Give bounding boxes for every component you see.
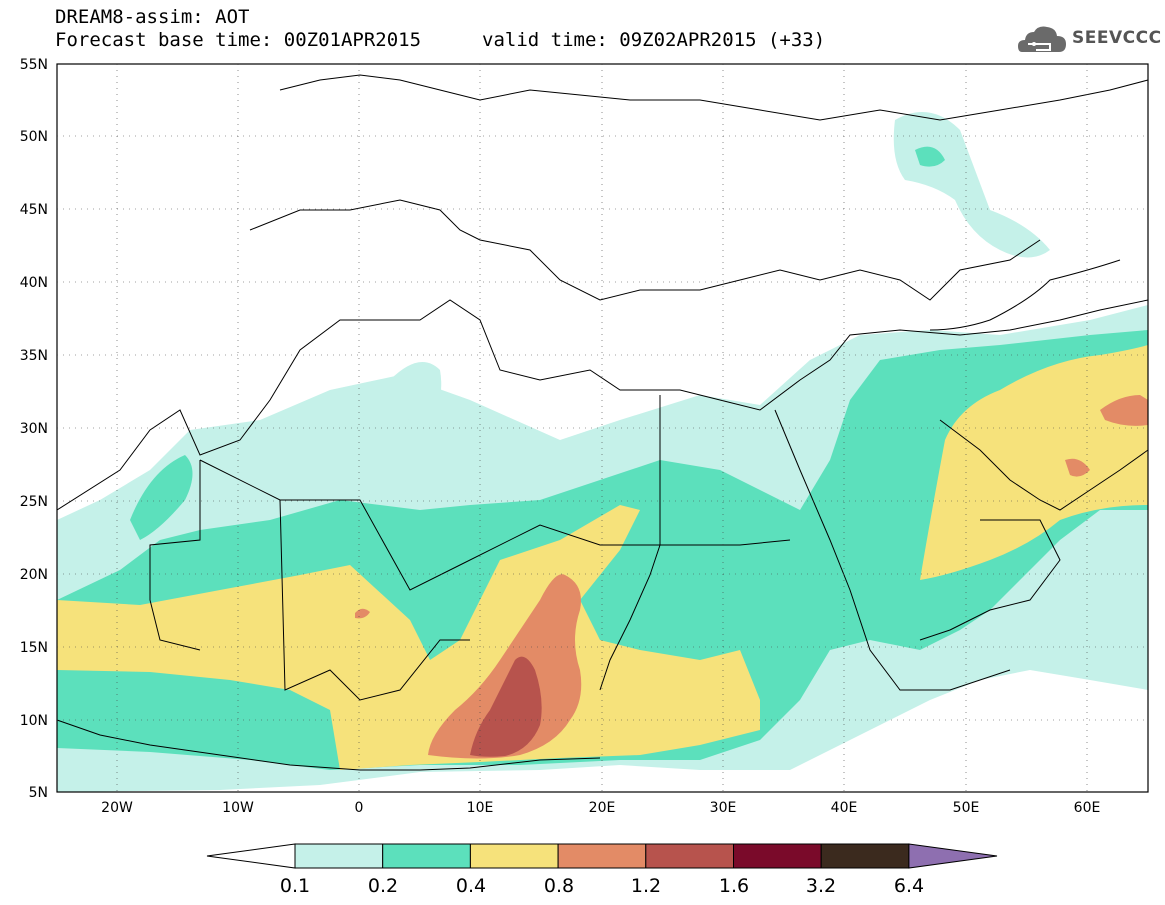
lon-label: 10W	[222, 800, 254, 816]
map-title: DREAM8-assim: AOT	[55, 6, 250, 28]
colorbar-arrow-low	[206, 843, 296, 869]
lon-label: 0	[355, 800, 364, 816]
longitude-labels: 20W 10W 0 10E 20E 30E 40E 50E 60E	[101, 800, 1100, 816]
colorbar-box	[469, 843, 559, 869]
colorbar-label: 1.6	[719, 875, 749, 897]
lon-label: 40E	[831, 800, 858, 816]
colorbar-box	[645, 843, 734, 869]
latitude-labels: 55N 50N 45N 40N 35N 30N 25N 20N 15N 10N …	[20, 57, 48, 801]
lon-label: 20W	[101, 800, 133, 816]
colorbar-box	[820, 843, 910, 869]
lon-label: 60E	[1074, 800, 1101, 816]
lat-label: 30N	[20, 421, 48, 437]
colorbar-label: 1.2	[631, 875, 661, 897]
forecast-base-time: Forecast base time: 00Z01APR2015	[55, 29, 422, 51]
valid-time: valid time: 09Z02APR2015 (+33)	[482, 29, 826, 51]
colorbar-label: 3.2	[806, 875, 836, 897]
lat-label: 40N	[20, 275, 48, 291]
colorbar-label: 0.4	[456, 875, 486, 897]
colorbar-label: 6.4	[894, 875, 924, 897]
colorbar-label: 0.2	[368, 875, 398, 897]
colorbar-box	[382, 843, 471, 869]
coastlines	[56, 74, 1149, 771]
colorbar-label: 0.1	[280, 875, 310, 897]
lat-label: 45N	[20, 202, 48, 218]
lon-label: 10E	[467, 800, 494, 816]
colorbar-box	[557, 843, 647, 869]
lat-label: 20N	[20, 567, 48, 583]
graticule	[57, 64, 1148, 792]
lat-label: 15N	[20, 640, 48, 656]
colorbar-box	[294, 843, 384, 869]
lat-label: 5N	[29, 785, 48, 801]
lat-label: 55N	[20, 57, 48, 73]
lat-label: 50N	[20, 129, 48, 145]
aot-map: 55N 50N 45N 40N 35N 30N 25N 20N 15N 10N …	[20, 57, 1149, 816]
logo-text: SEEVCCC	[1072, 28, 1162, 48]
lat-label: 10N	[20, 713, 48, 729]
colorbar-arrow-high	[908, 843, 998, 869]
lat-label: 25N	[20, 494, 48, 510]
cloud-icon	[1018, 26, 1066, 52]
lon-label: 30E	[710, 800, 737, 816]
lon-label: 20E	[589, 800, 616, 816]
seevccc-logo: SEEVCCC	[1016, 22, 1161, 58]
colorbar-label: 0.8	[544, 875, 574, 897]
colorbar-box	[733, 843, 822, 869]
lat-label: 35N	[20, 348, 48, 364]
lon-label: 50E	[953, 800, 980, 816]
